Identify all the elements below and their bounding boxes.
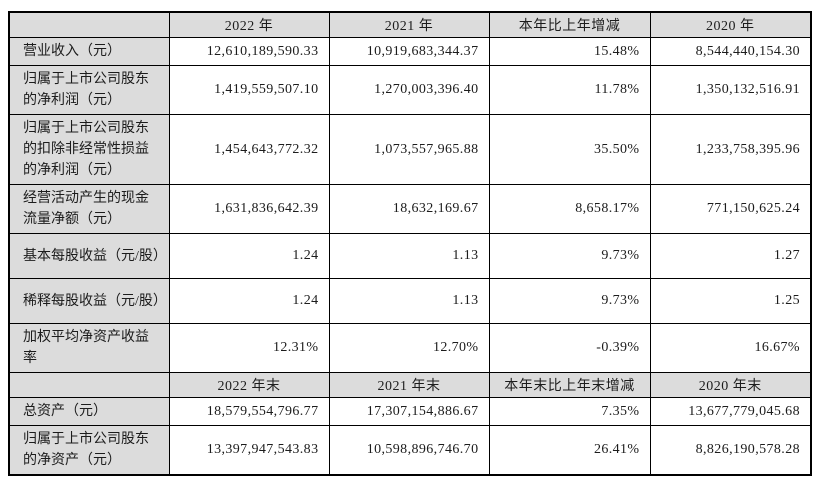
value-2020: 1,350,132,516.91 xyxy=(649,65,812,115)
yearend-header-row: 2022 年末 2021 年末 本年末比上年末增减 2020 年末 xyxy=(8,372,812,398)
value-2020: 13,677,779,045.68 xyxy=(649,397,812,426)
header-2022: 2022 年 xyxy=(168,11,330,38)
table-row-net-profit-excl-nonrecurring: 归属于上市公司股东的扣除非经常性损益的净利润（元） 1,454,643,772.… xyxy=(8,114,812,185)
value-change: 35.50% xyxy=(488,114,651,185)
value-2021: 10,919,683,344.37 xyxy=(328,37,490,66)
value-change: 15.48% xyxy=(488,37,651,66)
value-change: 26.41% xyxy=(488,425,651,476)
value-2022: 1,419,559,507.10 xyxy=(168,65,330,115)
corner-blank-cell xyxy=(8,372,170,398)
header-2022-yearend: 2022 年末 xyxy=(168,372,330,398)
value-2022: 1.24 xyxy=(168,278,330,324)
table-row-total-assets: 总资产（元） 18,579,554,796.77 17,307,154,886.… xyxy=(8,397,812,426)
value-2022: 1,454,643,772.32 xyxy=(168,114,330,185)
corner-blank-cell xyxy=(8,11,170,38)
row-label: 基本每股收益（元/股） xyxy=(8,233,170,279)
value-change: -0.39% xyxy=(488,323,651,373)
header-yearend-change: 本年末比上年末增减 xyxy=(488,372,651,398)
row-label: 归属于上市公司股东的净资产（元） xyxy=(8,425,170,476)
value-change: 11.78% xyxy=(488,65,651,115)
value-2021: 12.70% xyxy=(328,323,490,373)
row-label: 加权平均净资产收益率 xyxy=(8,323,170,373)
row-label: 总资产（元） xyxy=(8,397,170,426)
row-label: 归属于上市公司股东的净利润（元） xyxy=(8,65,170,115)
row-label: 稀释每股收益（元/股） xyxy=(8,278,170,324)
value-2020: 8,544,440,154.30 xyxy=(649,37,812,66)
value-2020: 8,826,190,578.28 xyxy=(649,425,812,476)
value-change: 7.35% xyxy=(488,397,651,426)
table-row-diluted-eps: 稀释每股收益（元/股） 1.24 1.13 9.73% 1.25 xyxy=(8,278,812,324)
row-label: 经营活动产生的现金流量净额（元） xyxy=(8,184,170,234)
table-row-revenue: 营业收入（元） 12,610,189,590.33 10,919,683,344… xyxy=(8,37,812,66)
value-2021: 17,307,154,886.67 xyxy=(328,397,490,426)
value-2022: 12,610,189,590.33 xyxy=(168,37,330,66)
value-2021: 18,632,169.67 xyxy=(328,184,490,234)
header-yoy-change: 本年比上年增减 xyxy=(488,11,651,38)
value-2020: 1,233,758,395.96 xyxy=(649,114,812,185)
row-label: 营业收入（元） xyxy=(8,37,170,66)
value-change: 8,658.17% xyxy=(488,184,651,234)
table-row-operating-cash-flow: 经营活动产生的现金流量净额（元） 1,631,836,642.39 18,632… xyxy=(8,184,812,234)
table-row-net-assets: 归属于上市公司股东的净资产（元） 13,397,947,543.83 10,59… xyxy=(8,425,812,476)
table-row-weighted-avg-roe: 加权平均净资产收益率 12.31% 12.70% -0.39% 16.67% xyxy=(8,323,812,373)
value-2022: 18,579,554,796.77 xyxy=(168,397,330,426)
value-2022: 13,397,947,543.83 xyxy=(168,425,330,476)
header-2021-yearend: 2021 年末 xyxy=(328,372,490,398)
header-2020-yearend: 2020 年末 xyxy=(649,372,812,398)
value-2021: 1.13 xyxy=(328,233,490,279)
value-2021: 1,073,557,965.88 xyxy=(328,114,490,185)
value-2020: 1.25 xyxy=(649,278,812,324)
value-2021: 1.13 xyxy=(328,278,490,324)
value-2022: 12.31% xyxy=(168,323,330,373)
value-2021: 10,598,896,746.70 xyxy=(328,425,490,476)
header-2021: 2021 年 xyxy=(328,11,490,38)
annual-header-row: 2022 年 2021 年 本年比上年增减 2020 年 xyxy=(8,11,812,38)
value-2022: 1,631,836,642.39 xyxy=(168,184,330,234)
table-row-basic-eps: 基本每股收益（元/股） 1.24 1.13 9.73% 1.27 xyxy=(8,233,812,279)
value-change: 9.73% xyxy=(488,233,651,279)
header-2020: 2020 年 xyxy=(649,11,812,38)
table-row-net-profit: 归属于上市公司股东的净利润（元） 1,419,559,507.10 1,270,… xyxy=(8,65,812,115)
financial-summary-table: 2022 年 2021 年 本年比上年增减 2020 年 营业收入（元） 12,… xyxy=(8,11,812,476)
value-2020: 1.27 xyxy=(649,233,812,279)
value-2020: 16.67% xyxy=(649,323,812,373)
value-2020: 771,150,625.24 xyxy=(649,184,812,234)
value-2022: 1.24 xyxy=(168,233,330,279)
value-change: 9.73% xyxy=(488,278,651,324)
value-2021: 1,270,003,396.40 xyxy=(328,65,490,115)
row-label: 归属于上市公司股东的扣除非经常性损益的净利润（元） xyxy=(8,114,170,185)
